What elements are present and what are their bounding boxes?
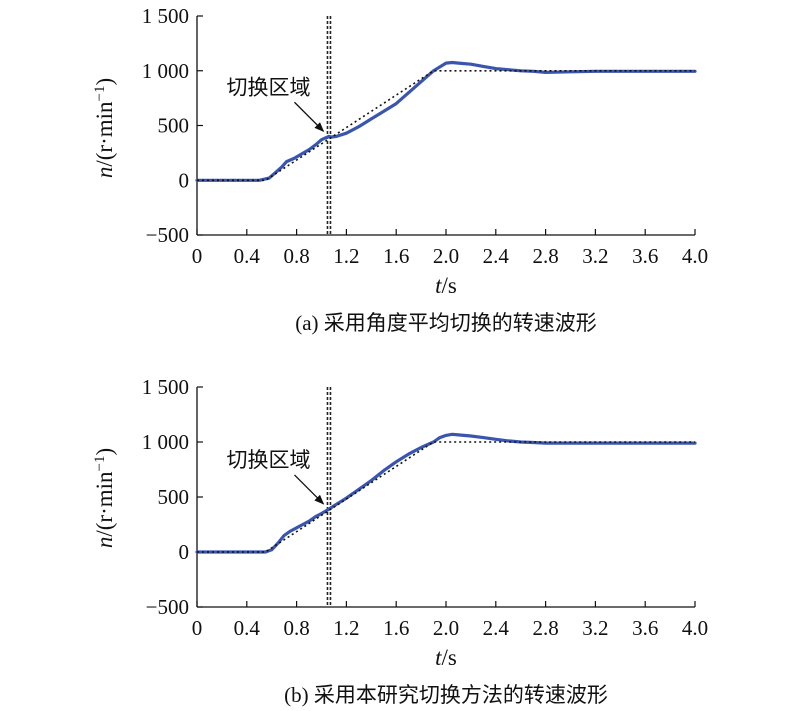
annotation-arrow bbox=[294, 101, 325, 132]
x-tick-label: 1.6 bbox=[383, 616, 409, 640]
x-tick-label: 4.0 bbox=[682, 244, 708, 268]
x-tick-label: 0.8 bbox=[283, 616, 309, 640]
x-tick-label: 0 bbox=[192, 616, 203, 640]
annotation-arrow bbox=[294, 474, 325, 505]
annotation-label: 切换区域 bbox=[226, 75, 310, 99]
x-tick-label: 1.2 bbox=[333, 244, 359, 268]
annotation-label: 切换区域 bbox=[226, 448, 310, 472]
y-tick-label: 1 500 bbox=[142, 4, 189, 28]
y-axis-label: n/(r·min−1) bbox=[92, 78, 117, 178]
chart-caption: (a) 采用角度平均切换的转速波形 bbox=[295, 311, 597, 335]
y-tick-label: 500 bbox=[158, 114, 190, 138]
y-tick-label: 500 bbox=[158, 485, 190, 509]
x-tick-label: 0.4 bbox=[234, 616, 261, 640]
y-axis-label: n/(r·min−1) bbox=[92, 448, 117, 548]
x-tick-label: 3.2 bbox=[582, 616, 608, 640]
x-tick-label: 1.2 bbox=[333, 616, 359, 640]
x-tick-label: 4.0 bbox=[682, 616, 708, 640]
y-tick-label: 0 bbox=[179, 168, 190, 192]
x-tick-label: 3.6 bbox=[632, 616, 658, 640]
x-tick-label: 0 bbox=[192, 244, 203, 268]
y-tick-label: −500 bbox=[146, 223, 189, 247]
y-tick-label: 1 500 bbox=[142, 375, 189, 399]
x-tick-label: 2.4 bbox=[483, 616, 510, 640]
x-tick-label: 3.2 bbox=[582, 244, 608, 268]
x-tick-label: 2.8 bbox=[532, 616, 558, 640]
x-axis-label: t/s bbox=[435, 645, 457, 670]
y-tick-label: −500 bbox=[146, 595, 189, 619]
x-tick-label: 1.6 bbox=[383, 244, 409, 268]
x-tick-label: 0.8 bbox=[283, 244, 309, 268]
y-tick-label: 1 000 bbox=[142, 430, 189, 454]
reference-series-line bbox=[197, 441, 695, 553]
x-tick-label: 2.4 bbox=[483, 244, 510, 268]
x-tick-label: 2.0 bbox=[433, 616, 459, 640]
chart-caption: (b) 采用本研究切换方法的转速波形 bbox=[284, 683, 608, 707]
x-tick-label: 2.8 bbox=[532, 244, 558, 268]
x-axis-label: t/s bbox=[435, 273, 457, 298]
speed-series-line bbox=[195, 432, 697, 554]
x-tick-label: 0.4 bbox=[234, 244, 261, 268]
x-tick-label: 2.0 bbox=[433, 244, 459, 268]
x-tick-label: 3.6 bbox=[632, 244, 658, 268]
y-tick-label: 1 000 bbox=[142, 59, 189, 83]
y-tick-label: 0 bbox=[179, 540, 190, 564]
